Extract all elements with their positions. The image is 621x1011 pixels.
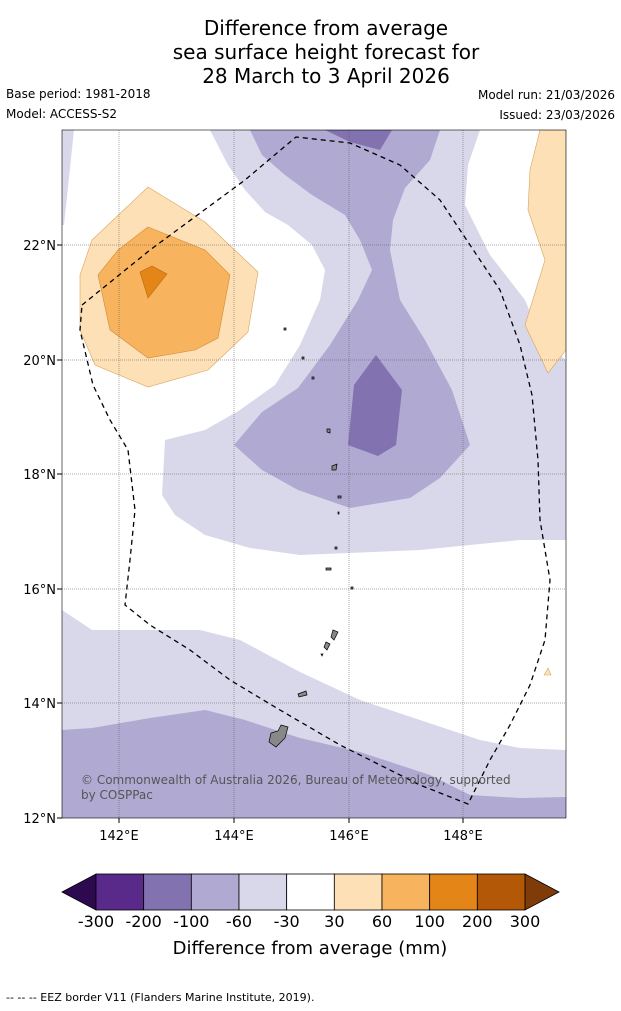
colorbar-tick-label: 100 [414, 912, 445, 931]
colorbar-box [95, 873, 145, 911]
anomaly-field: © Commonwealth of Australia 2026, Bureau… [62, 130, 566, 818]
lat-label-18: 18°N [23, 468, 56, 483]
lat-label-22: 22°N [23, 239, 56, 254]
copyright-line-2: by COSPPac [81, 788, 153, 802]
island-aguijan [320, 653, 324, 657]
colorbar-labels: -300 -200 -100 -60 -30 30 60 100 200 300 [78, 912, 540, 931]
title-line-1: Difference from average [203, 16, 449, 40]
contour-pos60-west [97, 226, 231, 359]
copyright-line-1: © Commonwealth of Australia 2026, Bureau… [81, 773, 511, 787]
lon-label-148: 148°E [443, 829, 483, 844]
colorbar-tick-label: 60 [372, 912, 392, 931]
contour-neg60-north [234, 130, 470, 508]
lat-label-14: 14°N [23, 697, 56, 712]
colorbar: -300 -200 -100 -60 -30 30 60 100 200 300 Differen… [61, 873, 560, 959]
island-guam [268, 724, 289, 748]
colorbar-box [333, 873, 383, 911]
base-period: Base period: 1981-2018 [6, 87, 151, 101]
contour-pos30-small [543, 667, 552, 676]
island-agrihan [326, 428, 331, 434]
islands [268, 327, 354, 748]
colorbar-tick-label: -30 [274, 912, 300, 931]
lat-label-16: 16°N [23, 583, 56, 598]
colorbar-tick-label: -100 [173, 912, 209, 931]
island-asuncion [311, 376, 315, 380]
colorbar-arrow-low [61, 873, 97, 911]
colorbar-arrow-high [524, 873, 560, 911]
axis-ticks [57, 244, 464, 823]
eez-border [79, 136, 551, 805]
colorbar-tick-label: -60 [226, 912, 252, 931]
colorbar-tick-label: -300 [78, 912, 114, 931]
contour-neg60-south [62, 710, 566, 818]
colorbar-tick-label: -200 [126, 912, 162, 931]
model-run: Model run: 21/03/2026 [477, 88, 615, 102]
axis-labels: 142°E 144°E 146°E 148°E 22°N 20°N 18°N 1… [23, 239, 483, 844]
island-maug [301, 356, 305, 360]
colorbar-box [381, 873, 431, 911]
colorbar-box [190, 873, 240, 911]
lon-label-144: 144°E [214, 829, 254, 844]
model-name: Model: ACCESS-S2 [6, 107, 118, 121]
title-line-3: 28 March to 3 April 2026 [202, 64, 450, 88]
colorbar-box [429, 873, 478, 911]
contour-neg100-north [325, 130, 392, 150]
island-anatahan [325, 567, 332, 571]
colorbar-box [476, 873, 526, 911]
island-alamagan [337, 495, 342, 499]
island-tinian [323, 641, 331, 651]
island-guguan [337, 511, 340, 515]
colorbar-tick-label: 300 [510, 912, 541, 931]
lon-label-142: 142°E [99, 829, 139, 844]
contour-neg30-left-edge [62, 130, 74, 225]
island-zealandia [350, 586, 354, 590]
lat-label-12: 12°N [23, 812, 56, 827]
colorbar-tick-label: 30 [324, 912, 344, 931]
colorbar-box [238, 873, 288, 911]
contour-pos100-west [139, 265, 168, 299]
island-pagan [331, 463, 338, 471]
island-sarigan [334, 546, 338, 550]
colorbar-title: Difference from average (mm) [173, 938, 448, 959]
lat-label-20: 20°N [23, 354, 56, 369]
chart-title: Difference from average sea surface heig… [0, 16, 621, 88]
island-farallon [283, 327, 287, 331]
colorbar-boxes [95, 873, 526, 911]
island-saipan [330, 629, 339, 641]
colorbar-tick-label: 200 [462, 912, 493, 931]
colorbar-box [286, 873, 335, 911]
graticule [62, 130, 566, 818]
contour-neg100-center [348, 355, 402, 456]
colorbar-box [143, 873, 192, 911]
title-line-2: sea surface height forecast for [172, 40, 480, 64]
eez-legend: -- -- -- EEZ border V11 (Flanders Marine… [6, 991, 315, 1004]
lon-label-146: 146°E [329, 829, 369, 844]
issued-date: Issued: 23/03/2026 [499, 108, 615, 122]
contour-pos30-east [524, 130, 566, 374]
island-rota [297, 690, 308, 698]
